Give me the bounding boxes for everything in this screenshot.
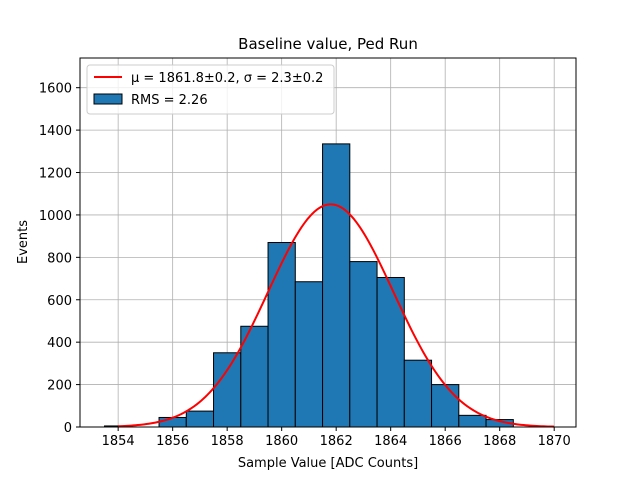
legend-histogram-swatch xyxy=(93,93,123,105)
y-tick-label: 400 xyxy=(47,336,72,351)
y-tick-label: 1200 xyxy=(39,167,72,182)
x-tick-label: 1866 xyxy=(429,434,462,449)
histogram-bar xyxy=(403,359,433,428)
legend-fit-label: μ = 1861.8±0.2, σ = 2.3±0.2 xyxy=(131,71,323,86)
histogram-bar xyxy=(158,416,187,428)
legend-histogram-label: RMS = 2.26 xyxy=(131,93,208,108)
y-tick-label: 200 xyxy=(47,379,72,394)
histogram-bar xyxy=(322,143,351,428)
y-axis-label: Events xyxy=(16,220,31,264)
histogram-bar xyxy=(267,242,296,428)
y-tick-label: 1000 xyxy=(39,209,72,224)
histogram-bars xyxy=(104,143,514,428)
x-tick-label: 1864 xyxy=(374,434,407,449)
y-tick-label: 1600 xyxy=(39,82,72,97)
x-tick-label: 1862 xyxy=(320,434,353,449)
x-axis-ticks: 1854 1856 1858 1860 1862 1864 1866 1868 1870 xyxy=(102,427,571,449)
x-tick-label: 1854 xyxy=(102,434,135,449)
histogram-bar xyxy=(458,414,487,428)
histogram-bar xyxy=(185,410,215,428)
chart-title: Baseline value, Ped Run xyxy=(238,35,418,53)
legend: μ = 1861.8±0.2, σ = 2.3±0.2 RMS = 2.26 xyxy=(86,64,335,115)
histogram-bar xyxy=(213,352,242,428)
histogram-bar xyxy=(349,261,378,428)
x-tick-label: 1858 xyxy=(211,434,244,449)
y-axis-ticks: 0 200 400 600 800 1000 1200 1400 1600 xyxy=(39,82,80,436)
histogram-bar xyxy=(376,276,405,428)
x-tick-label: 1870 xyxy=(538,434,571,449)
histogram-bar xyxy=(240,325,269,428)
y-tick-label: 1400 xyxy=(39,124,72,139)
histogram-bar xyxy=(294,281,324,428)
plot-frame xyxy=(79,57,577,428)
y-tick-label: 600 xyxy=(47,294,72,309)
x-tick-label: 1860 xyxy=(265,434,298,449)
gaussian-fit-curve xyxy=(118,203,555,428)
x-tick-label: 1868 xyxy=(483,434,516,449)
y-tick-label: 800 xyxy=(47,251,72,266)
histogram-bar xyxy=(431,384,460,428)
legend-box xyxy=(86,64,335,115)
x-axis-label: Sample Value [ADC Counts] xyxy=(238,456,418,471)
x-tick-label: 1856 xyxy=(156,434,189,449)
y-tick-label: 0 xyxy=(64,421,72,436)
